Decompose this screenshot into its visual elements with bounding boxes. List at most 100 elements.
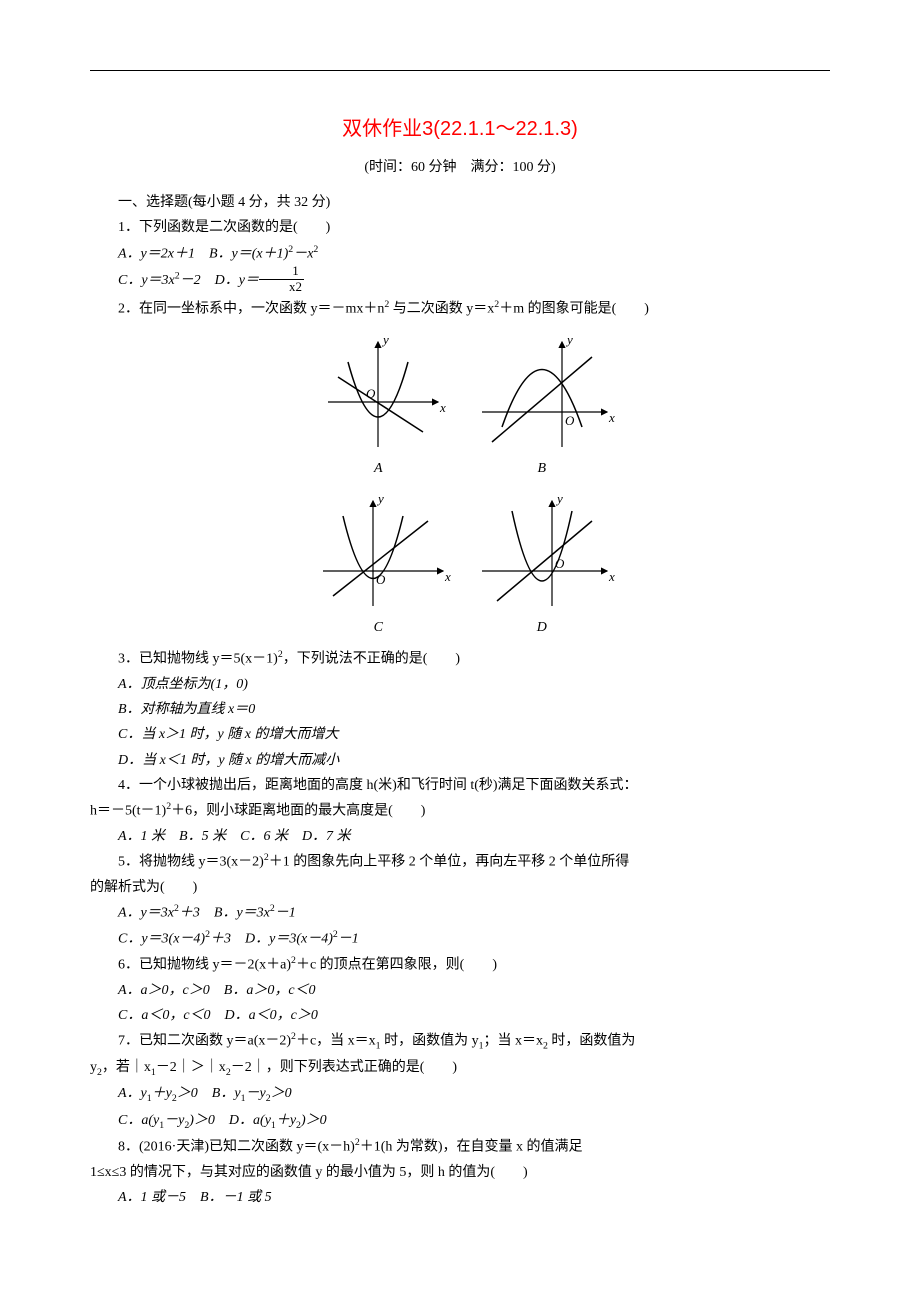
- label-D: D: [462, 615, 622, 640]
- q7D-post: )＞0: [301, 1113, 327, 1128]
- q7-l2-m3: －2｜，则下列表达式正确的是( ): [231, 1060, 457, 1075]
- q5A-pre: A．y＝3x: [118, 906, 174, 921]
- q1-opts-row1: A．y＝2x＋1 B．y＝(x＋1)2－x2: [90, 241, 830, 267]
- q5B-post: －1: [275, 906, 296, 921]
- q5-stem-post: ＋1 的图象先向上平移 2 个单位，再向左平移 2 个单位所得: [269, 855, 630, 870]
- svg-text:x: x: [444, 569, 451, 584]
- q7C-pre: C．a(y: [118, 1113, 159, 1128]
- q6-stem: 6．已知抛物线 y＝－2(x＋a)2＋c 的顶点在第四象限，则( ): [90, 952, 830, 978]
- svg-text:y: y: [565, 332, 573, 347]
- section-1-heading: 一、选择题(每小题 4 分，共 32 分): [90, 190, 830, 215]
- label-B: B: [462, 456, 622, 481]
- q7C-mid: －y: [164, 1113, 184, 1128]
- q5-opts2: C．y＝3(x－4)2＋3 D．y＝3(x－4)2－1: [90, 926, 830, 952]
- q7-opts1: A．y1＋y2＞0 B．y1－y2＞0: [90, 1081, 830, 1107]
- q1-optA: A．y＝2x＋1: [118, 246, 209, 261]
- sup-2: 2: [313, 244, 318, 255]
- svg-text:O: O: [565, 413, 575, 428]
- q2-stem-pre: 2．在同一坐标系中，一次函数 y＝－mx＋n: [118, 302, 384, 317]
- q1-optD-pre: D．y＝: [215, 273, 259, 288]
- graph-D: y x O: [462, 491, 622, 611]
- label-A: A: [298, 456, 458, 481]
- q7-m4: 时，函数值为: [548, 1034, 636, 1049]
- q5A-post: ＋3: [179, 906, 214, 921]
- q7-m1: ＋c，当 x＝x: [296, 1034, 376, 1049]
- q5-opts1: A．y＝3x2＋3 B．y＝3x2－1: [90, 900, 830, 926]
- graph-C: y x O: [298, 491, 458, 611]
- q2-labels-row1: A B: [90, 456, 830, 481]
- q4-stem2-pre: h＝－5(t－1): [90, 804, 166, 819]
- svg-text:y: y: [376, 491, 384, 506]
- q7A-post: ＞0: [177, 1086, 212, 1101]
- q7-m2: 时，函数值为 y: [381, 1034, 479, 1049]
- q1-stem: 1．下列函数是二次函数的是( ): [90, 215, 830, 240]
- graph-A: y x O: [298, 332, 458, 452]
- q7C-post: )＞0: [189, 1113, 229, 1128]
- q7D-pre: D．a(y: [229, 1113, 271, 1128]
- q5-stem2: 的解析式为( ): [90, 875, 830, 900]
- svg-text:y: y: [381, 332, 389, 347]
- q7-line2: y2，若｜x1－2｜＞｜x2－2｜，则下列表达式正确的是( ): [90, 1055, 830, 1081]
- page-container: 双休作业3(22.1.1～22.1.3) (时间：60 分钟 满分：100 分)…: [0, 0, 920, 1251]
- q2-stem: 2．在同一坐标系中，一次函数 y＝－mx＋n2 与二次函数 y＝x2＋m 的图象…: [90, 296, 830, 322]
- worksheet-subtitle: (时间：60 分钟 满分：100 分): [90, 155, 830, 180]
- q5-stem-pre: 5．将抛物线 y＝3(x－2): [118, 855, 264, 870]
- q7B-mid: －y: [245, 1086, 265, 1101]
- q7-pre: 7．已知二次函数 y＝a(x－2): [118, 1034, 291, 1049]
- q3-C: C．当 x＞1 时，y 随 x 的增大而增大: [90, 722, 830, 747]
- graph-B: y x O: [462, 332, 622, 452]
- q5-stem: 5．将抛物线 y＝3(x－2)2＋1 的图象先向上平移 2 个单位，再向左平移 …: [90, 849, 830, 875]
- svg-text:y: y: [555, 491, 563, 506]
- q8-line2: 1≤x≤3 的情况下，与其对应的函数值 y 的最小值为 5，则 h 的值为( ): [90, 1160, 830, 1185]
- q1-optB-pre: B．y＝(x＋1): [209, 246, 288, 261]
- q2-labels-row2: C D: [90, 615, 830, 640]
- q5B-pre: B．y＝3x: [214, 906, 270, 921]
- q7-opts2: C．a(y1－y2)＞0 D．a(y1＋y2)＞0: [90, 1108, 830, 1134]
- q7-l2-m2: －2｜＞｜x: [156, 1060, 226, 1075]
- worksheet-title: 双休作业3(22.1.1～22.1.3): [90, 111, 830, 147]
- q6-stem-post: ＋c 的顶点在第四象限，则( ): [296, 957, 497, 972]
- q2-graph-row-2: y x O y x O: [90, 491, 830, 611]
- q8-opts: A．1 或－5 B．－1 或 5: [90, 1185, 830, 1210]
- q7B-pre: B．y: [212, 1086, 241, 1101]
- q2-graph-row-1: y x O y x O: [90, 332, 830, 452]
- q7D-mid: ＋y: [276, 1113, 296, 1128]
- q6-opts1: A．a＞0，c＞0 B．a＞0，c＜0: [90, 978, 830, 1003]
- q1-fraction: 1x2: [259, 264, 304, 294]
- q4-stem2: h＝－5(t－1)2＋6，则小球距离地面的最大高度是( ): [90, 798, 830, 824]
- svg-text:x: x: [608, 569, 615, 584]
- q3-stem-pre: 3．已知抛物线 y＝5(x－1): [118, 652, 278, 667]
- q7-stem: 7．已知二次函数 y＝a(x－2)2＋c，当 x＝x1 时，函数值为 y1；当 …: [90, 1028, 830, 1055]
- label-C: C: [298, 615, 458, 640]
- q5C-pre: C．y＝3(x－4): [118, 932, 205, 947]
- q4-stem: 4．一个小球被抛出后，距离地面的高度 h(米)和飞行时间 t(秒)满足下面函数关…: [90, 773, 830, 798]
- frac-den: x2: [259, 280, 304, 294]
- q8-stem: 8．(2016·天津)已知二次函数 y＝(x－h)2＋1(h 为常数)，在自变量…: [90, 1134, 830, 1160]
- q7-l2-pre: y: [90, 1060, 97, 1075]
- q7-m3: ；当 x＝x: [483, 1034, 543, 1049]
- q3-stem: 3．已知抛物线 y＝5(x－1)2，下列说法不正确的是( ): [90, 646, 830, 672]
- q7-l2-m1: ，若｜x: [102, 1060, 151, 1075]
- q4-opts: A．1 米 B．5 米 C．6 米 D．7 米: [90, 824, 830, 849]
- q3-stem-post: ，下列说法不正确的是( ): [283, 652, 460, 667]
- q2-stem-post: ＋m 的图象可能是( ): [499, 302, 649, 317]
- q6-opts2: C．a＜0，c＜0 D．a＜0，c＞0: [90, 1003, 830, 1028]
- top-rule: [90, 70, 830, 71]
- q7B-post: ＞0: [271, 1086, 292, 1101]
- q6-stem-pre: 6．已知抛物线 y＝－2(x＋a): [118, 957, 291, 972]
- q3-A: A．顶点坐标为(1，0): [90, 672, 830, 697]
- q1-optC-mid: －2: [180, 273, 215, 288]
- q5D-pre: D．y＝3(x－4): [245, 932, 333, 947]
- q3-B: B．对称轴为直线 x＝0: [90, 697, 830, 722]
- q5D-post: －1: [338, 932, 359, 947]
- q1-opts-row2: C．y＝3x2－2 D．y＝1x2: [90, 266, 830, 296]
- q3-D: D．当 x＜1 时，y 随 x 的增大而减小: [90, 748, 830, 773]
- q4-stem2-post: ＋6，则小球距离地面的最大高度是( ): [171, 804, 425, 819]
- frac-num: 1: [259, 264, 304, 279]
- q1-optC-pre: C．y＝3x: [118, 273, 175, 288]
- q8-stem-pre: 8．(2016·天津)已知二次函数 y＝(x－h): [118, 1140, 355, 1155]
- svg-text:x: x: [439, 400, 446, 415]
- q7A-mid: ＋y: [152, 1086, 172, 1101]
- q1-optB-post: －x: [293, 246, 313, 261]
- svg-text:x: x: [608, 410, 615, 425]
